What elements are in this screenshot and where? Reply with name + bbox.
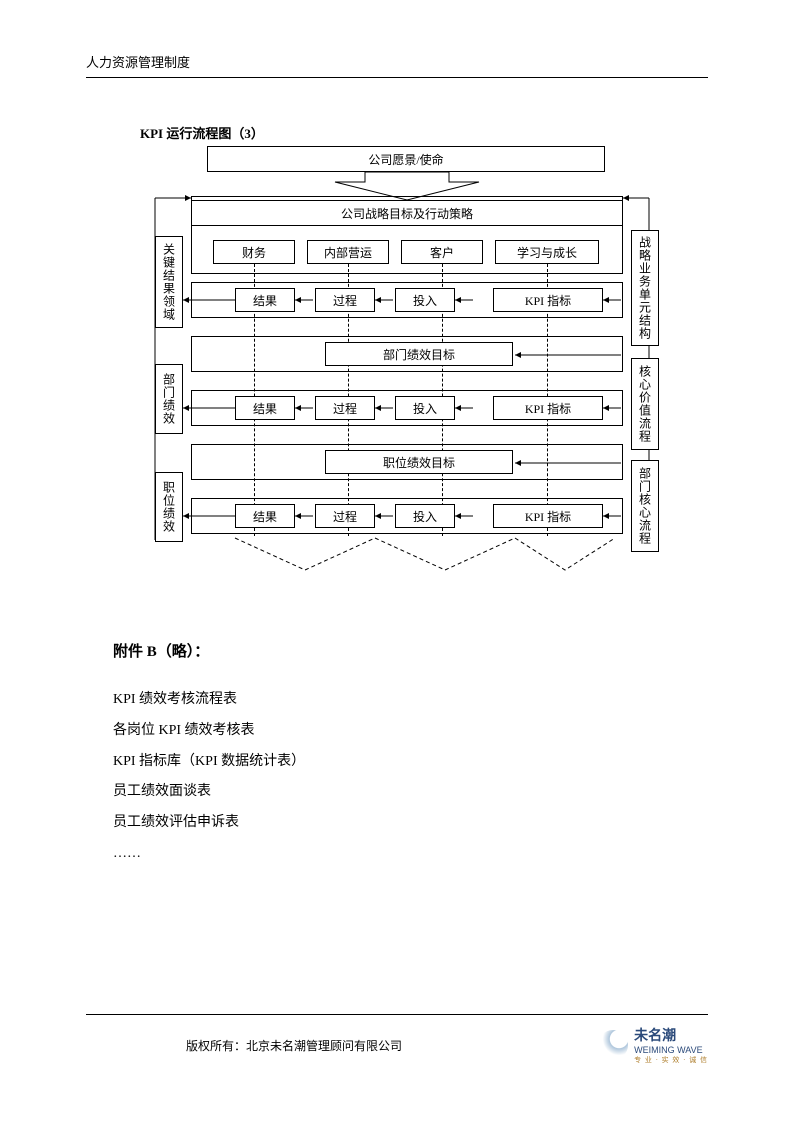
brand-block: 未名潮 WEIMING WAVE 专 业 · 实 效 · 诚 信: [598, 1025, 708, 1065]
left-kra: 关键结果领域: [155, 236, 183, 328]
box-cat-ops: 内部营运: [307, 240, 389, 264]
copyright-text: 版权所有：北京未名潮管理顾问有限公司: [186, 1037, 402, 1054]
box-cat-cust: 客户: [401, 240, 483, 264]
r1-kpi: KPI 指标: [493, 288, 603, 312]
appendix-line-0: KPI 绩效考核流程表: [113, 685, 673, 716]
r2-kpi: KPI 指标: [493, 396, 603, 420]
right-sbu: 战略业务单元结构: [631, 230, 659, 346]
appendix-line-5: ……: [113, 839, 673, 870]
logo-icon: [598, 1030, 628, 1060]
appendix-line-3: 员工绩效面谈表: [113, 777, 673, 808]
box-cat-learn: 学习与成长: [495, 240, 599, 264]
r2-result: 结果: [235, 396, 295, 420]
brand-sub: 专 业 · 实 效 · 诚 信: [634, 1055, 708, 1065]
r2-process: 过程: [315, 396, 375, 420]
brand-en: WEIMING WAVE: [634, 1045, 708, 1055]
box-cat-finance: 财务: [213, 240, 295, 264]
box-pos-goal: 职位绩效目标: [325, 450, 513, 474]
appendix-line-2: KPI 指标库（KPI 数据统计表）: [113, 747, 673, 778]
kpi-flowchart: 公司愿景/使命: [135, 140, 669, 580]
r3-kpi: KPI 指标: [493, 504, 603, 528]
box-vision: 公司愿景/使命: [207, 146, 605, 172]
r3-process: 过程: [315, 504, 375, 528]
appendix-section: 附件 B（略）： KPI 绩效考核流程表 各岗位 KPI 绩效考核表 KPI 指…: [113, 640, 673, 870]
brand-cn: 未名潮: [634, 1025, 708, 1045]
left-pos: 职位绩效: [155, 472, 183, 542]
r2-input: 投入: [395, 396, 455, 420]
right-dept: 部门核心流程: [631, 460, 659, 552]
appendix-line-4: 员工绩效评估申诉表: [113, 808, 673, 839]
appendix-line-1: 各岗位 KPI 绩效考核表: [113, 716, 673, 747]
r3-result: 结果: [235, 504, 295, 528]
appendix-title: 附件 B（略）：: [113, 640, 673, 661]
r3-input: 投入: [395, 504, 455, 528]
r1-process: 过程: [315, 288, 375, 312]
r1-result: 结果: [235, 288, 295, 312]
right-core: 核心价值流程: [631, 358, 659, 450]
page-footer: 版权所有：北京未名潮管理顾问有限公司 未名潮 WEIMING WAVE 专 业 …: [86, 1014, 708, 1065]
r1-input: 投入: [395, 288, 455, 312]
left-dept: 部门绩效: [155, 364, 183, 434]
page-header: 人力资源管理制度: [86, 52, 708, 78]
box-dept-goal: 部门绩效目标: [325, 342, 513, 366]
header-title: 人力资源管理制度: [86, 55, 190, 70]
